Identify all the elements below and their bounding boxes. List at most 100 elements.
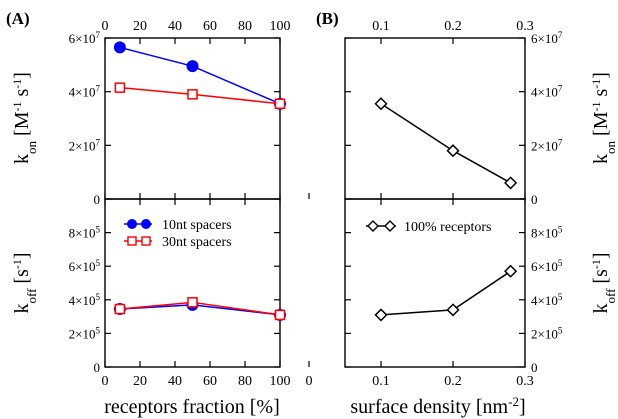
- b-top-series-0-point-2: [504, 176, 518, 190]
- a-bottom-ytick-label-exponent: 5: [96, 325, 101, 335]
- panel-b-bottom-frame: [344, 198, 526, 368]
- a-bottom-ytick-label: 8×105: [69, 225, 101, 241]
- a-bottom-ytick-label-exponent: 5: [96, 292, 101, 302]
- b-bottom-ytick-label: 6×105: [531, 258, 563, 274]
- a-top-series-1-point-2: [274, 98, 286, 109]
- panel-a-series: [113, 41, 286, 321]
- panel-a-bottom-frame: [104, 198, 281, 368]
- a-bottom-ytick-label: 4×105: [69, 292, 101, 308]
- a-bottom-ytick-label-mantissa: 6×10: [69, 259, 96, 274]
- ylabel-unit-s: s: [590, 89, 612, 102]
- b-bottom-series-0-point-2: [504, 264, 518, 278]
- legend-marker-30nt-right: [141, 236, 151, 246]
- a-top-ytick-label-exponent: 7: [96, 84, 101, 94]
- a-xtick-label-bottom: 100: [270, 374, 291, 389]
- ylabel-sub-on: on: [603, 140, 618, 154]
- a-bottom-ytick-label-mantissa: 2×10: [69, 326, 96, 341]
- xlabel-text: surface density [nm: [350, 396, 508, 418]
- b-top-ytick-label-mantissa: 2×10: [531, 138, 558, 153]
- b-xtick-label-top: 0.1: [372, 19, 390, 34]
- panel-b-top-frame: [344, 37, 526, 200]
- a-xtick-label-top: 60: [203, 19, 217, 34]
- panel-a-xlabel: receptors fraction [%]: [104, 396, 279, 418]
- panel-b-axes: 0.1 0.2 0.30 0.1 0.2 0.302×1074×1076×10702×10…: [306, 19, 563, 389]
- a-top-ytick-label-mantissa: 0: [94, 192, 101, 207]
- a-bottom-ytick-label-mantissa: 4×10: [69, 293, 96, 308]
- b-bottom-series-0-point-0: [374, 308, 388, 322]
- b-bottom-ytick-label-mantissa: 4×10: [531, 293, 558, 308]
- legend-marker-10nt-left: [127, 219, 137, 229]
- ylabel-sup-s: -1: [10, 259, 24, 269]
- panel-b-top-ylabel: kon [M-1 s-1]: [589, 72, 618, 164]
- a-bottom-ytick-label: 2×105: [69, 325, 101, 341]
- a-bottom-ytick-label-mantissa: 8×10: [69, 226, 96, 241]
- a-xtick-label-bottom: 40: [168, 374, 182, 389]
- b-bottom-ytick-label-mantissa: 8×10: [531, 226, 558, 241]
- a-bottom-ytick-label-exponent: 5: [96, 225, 101, 235]
- b-bottom-series-line-0: [380, 270, 512, 316]
- ylabel-unit-m: [M: [11, 111, 33, 141]
- a-bottom-ytick-label: 0: [94, 360, 101, 375]
- b-top-ytick-label-mantissa: 6×10: [531, 31, 558, 46]
- b-xtick-label-bottom: 0.1: [372, 374, 390, 389]
- b-xtick-label-bottom: 0.3: [516, 374, 534, 389]
- a-xtick-label-top: 20: [133, 19, 147, 34]
- a-bottom-series-1-point-1: [187, 297, 198, 308]
- panel-b-xlabel: surface density [nm-2]: [350, 394, 525, 419]
- a-top-series-line-1: [119, 86, 281, 105]
- ylabel-sup-s: -1: [589, 259, 603, 269]
- b-xtick-label-top: 0.3: [516, 19, 534, 34]
- a-top-ytick-label-mantissa: 6×10: [69, 31, 96, 46]
- ylabel-k: k: [11, 154, 33, 164]
- ylabel-unit-s: [s: [11, 269, 33, 289]
- legend-marker-100pct-right: [384, 220, 396, 232]
- b-top-ytick-label-exponent: 7: [558, 84, 563, 94]
- a-xtick-label-bottom: 80: [238, 374, 252, 389]
- b-bottom-ytick-label: 4×105: [531, 292, 563, 308]
- a-top-ytick-label: 4×107: [69, 84, 101, 100]
- a-xtick-label-top: 80: [238, 19, 252, 34]
- ylabel-unit-s: s: [11, 89, 33, 102]
- a-top-ytick-label-mantissa: 2×10: [69, 138, 96, 153]
- a-top-ytick-label-exponent: 7: [96, 137, 101, 147]
- a-bottom-ytick-label-mantissa: 0: [94, 360, 101, 375]
- a-xtick-label-bottom: 20: [133, 374, 147, 389]
- b-top-ytick-label: 2×107: [531, 137, 563, 153]
- a-top-series-0-point-0: [113, 41, 126, 54]
- b-xtick-label-bottom: 0.2: [444, 374, 462, 389]
- a-top-series-1-point-0: [114, 82, 126, 93]
- ylabel-unit-s: [s: [590, 269, 612, 289]
- ylabel-sup-m: -1: [10, 102, 24, 112]
- a-top-ytick-label: 6×107: [69, 30, 101, 46]
- b-top-ytick-label-exponent: 7: [558, 137, 563, 147]
- a-xtick-label-top: 0: [102, 19, 109, 34]
- panel-a-legend: 10nt spacers 30nt spacers: [124, 218, 232, 250]
- legend-marker-10nt-right: [141, 219, 151, 229]
- a-top-series-0-point-1: [186, 60, 199, 73]
- b-bottom-ytick-label-exponent: 5: [558, 292, 563, 302]
- panel-b-series: [374, 97, 518, 322]
- ylabel-sup-m: -1: [589, 102, 603, 112]
- xlabel-end: ]: [519, 396, 526, 418]
- panel-a-bottom-ylabel: koff [s-1]: [10, 252, 39, 313]
- b-bottom-ytick-label: 0: [531, 360, 538, 375]
- b-xtick-label-bottom: 0: [306, 374, 313, 389]
- a-xtick-label-bottom: 0: [102, 374, 109, 389]
- b-top-ytick-label-mantissa: 0: [531, 192, 538, 207]
- b-bottom-ytick-label-mantissa: 2×10: [531, 326, 558, 341]
- panel-b-bottom-ylabel: koff [s-1]: [589, 252, 618, 313]
- ylabel-k: k: [11, 304, 33, 314]
- xlabel-sup: -2: [508, 394, 519, 409]
- a-bottom-series-line-1: [119, 301, 281, 316]
- ylabel-sup-s: -1: [589, 79, 603, 89]
- legend-label-30nt: 30nt spacers: [162, 235, 232, 250]
- b-top-series-line-0: [380, 103, 511, 184]
- a-bottom-series-1-point-2: [274, 309, 286, 321]
- a-top-series-1-point-1: [187, 89, 198, 100]
- a-top-ytick-label-mantissa: 4×10: [69, 85, 96, 100]
- b-xtick-label-top: 0.2: [444, 19, 462, 34]
- a-top-ytick-label-exponent: 7: [96, 30, 101, 40]
